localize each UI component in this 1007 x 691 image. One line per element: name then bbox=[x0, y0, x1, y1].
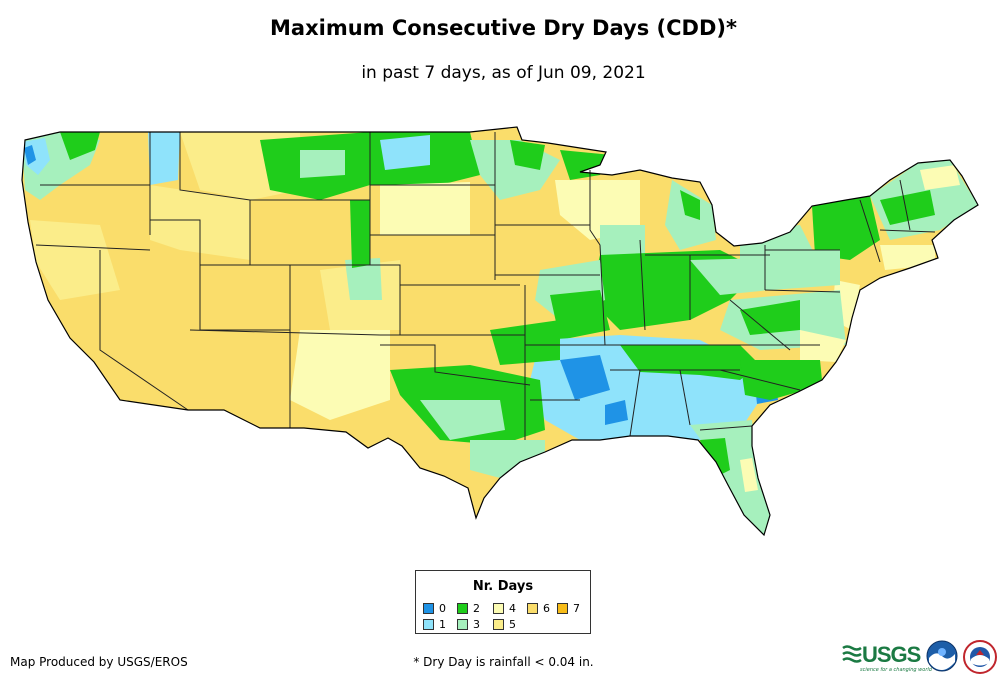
boundary-ne-ks bbox=[370, 264, 520, 286]
legend-item-4: 4 bbox=[493, 602, 516, 615]
boundary-or-ca bbox=[35, 244, 151, 251]
boundary-wyoming bbox=[250, 199, 371, 266]
legend-swatch-1 bbox=[423, 619, 434, 630]
legend-swatch-4 bbox=[493, 603, 504, 614]
region-ct-4 bbox=[880, 245, 935, 270]
region-sd-4 bbox=[380, 182, 470, 235]
boundary-ok-tx bbox=[380, 344, 531, 386]
legend-label-0: 0 bbox=[439, 602, 446, 615]
boundary-al-ga bbox=[679, 369, 691, 426]
boundary-ma bbox=[879, 229, 936, 233]
region-wa-north-2 bbox=[60, 132, 100, 160]
boundary-ga-sc bbox=[719, 369, 801, 391]
boundary-ny-ne bbox=[859, 199, 881, 263]
boundary-montana-south bbox=[179, 132, 251, 201]
region-missouri-2 bbox=[550, 290, 610, 340]
boundary-nv-ut bbox=[150, 219, 201, 330]
map-title: Maximum Consecutive Dry Days (CDD)* bbox=[270, 16, 737, 40]
usgs-logo: USGS science for a changing world bbox=[842, 642, 932, 673]
region-california-south-6 bbox=[60, 300, 120, 400]
region-florida-4 bbox=[740, 458, 758, 492]
region-ohio-3 bbox=[690, 258, 770, 295]
map-subtitle: in past 7 days, as of Jun 09, 2021 bbox=[361, 63, 646, 83]
region-virginia-2 bbox=[740, 300, 800, 335]
usgs-wave-icon bbox=[842, 645, 862, 663]
region-colorado-3 bbox=[345, 258, 382, 300]
region-new-england-2 bbox=[880, 190, 935, 225]
region-mn-2 bbox=[510, 140, 545, 170]
boundary-ga-fl bbox=[699, 425, 753, 431]
legend-swatch-0 bbox=[423, 603, 434, 614]
legend-item-1: 1 bbox=[423, 618, 446, 631]
region-maine-4 bbox=[920, 165, 960, 190]
legend-item-3: 3 bbox=[457, 618, 480, 631]
boundary-ca-nv bbox=[99, 250, 189, 411]
legend-item-7: 7 bbox=[557, 602, 580, 615]
noaa-logo-icon bbox=[926, 640, 958, 672]
region-north-texas-3 bbox=[420, 400, 505, 440]
legend-label-6: 6 bbox=[543, 602, 550, 615]
usgs-tagline: science for a changing world bbox=[860, 667, 932, 673]
legend-label-7: 7 bbox=[573, 602, 580, 615]
legend-label-4: 4 bbox=[509, 602, 516, 615]
region-pa-3 bbox=[760, 250, 840, 290]
region-nd-1 bbox=[380, 135, 430, 170]
region-wa-coast-0 bbox=[24, 145, 36, 165]
usgs-wordmark: USGS bbox=[862, 642, 921, 667]
region-montana-3 bbox=[300, 150, 345, 178]
legend-item-6: 6 bbox=[527, 602, 550, 615]
boundary-four-corners-row bbox=[189, 329, 381, 336]
legend-label-3: 3 bbox=[473, 618, 480, 631]
region-carolinas-2 bbox=[740, 360, 822, 400]
region-idaho-1 bbox=[148, 132, 180, 185]
region-delmarva-4 bbox=[800, 330, 846, 362]
map-credit: Map Produced by USGS/EROS bbox=[10, 655, 188, 669]
legend-swatch-6 bbox=[527, 603, 538, 614]
region-michigan-2 bbox=[680, 190, 700, 220]
legend-item-2: 2 bbox=[457, 602, 480, 615]
legend-item-5: 5 bbox=[493, 618, 516, 631]
boundary-pa-md bbox=[764, 289, 841, 293]
legend-item-0: 0 bbox=[423, 602, 446, 615]
region-california-north-5 bbox=[30, 220, 120, 300]
boundary-wv-va bbox=[729, 299, 791, 351]
legend: Nr. Days 0 1 2 3 4 5 6 7 bbox=[415, 570, 591, 634]
legend-swatch-3 bbox=[457, 619, 468, 630]
legend-label-5: 5 bbox=[509, 618, 516, 631]
region-arkansas-0 bbox=[560, 355, 610, 400]
region-front-range-2 bbox=[350, 200, 370, 268]
state-boundaries bbox=[35, 132, 936, 440]
legend-swatch-2 bbox=[457, 603, 468, 614]
legend-swatch-5 bbox=[493, 619, 504, 630]
legend-title: Nr. Days bbox=[472, 579, 534, 594]
region-mississippi-0 bbox=[605, 400, 628, 425]
boundary-utah bbox=[200, 264, 291, 331]
legend-swatch-7 bbox=[557, 603, 568, 614]
boundary-il-west bbox=[589, 170, 606, 346]
boundary-nh-vt bbox=[899, 179, 911, 231]
boundary-ms-al bbox=[629, 369, 641, 437]
region-il-north-3 bbox=[600, 225, 645, 258]
dry-day-footnote: * Dry Day is rainfall < 0.04 in. bbox=[413, 655, 594, 669]
legend-label-2: 2 bbox=[473, 602, 480, 615]
nws-logo-icon bbox=[963, 640, 997, 674]
region-ny-east-2 bbox=[812, 196, 880, 260]
region-new-mexico-4 bbox=[290, 330, 390, 420]
boundary-il-in bbox=[639, 239, 646, 331]
legend-label-1: 1 bbox=[439, 618, 446, 631]
